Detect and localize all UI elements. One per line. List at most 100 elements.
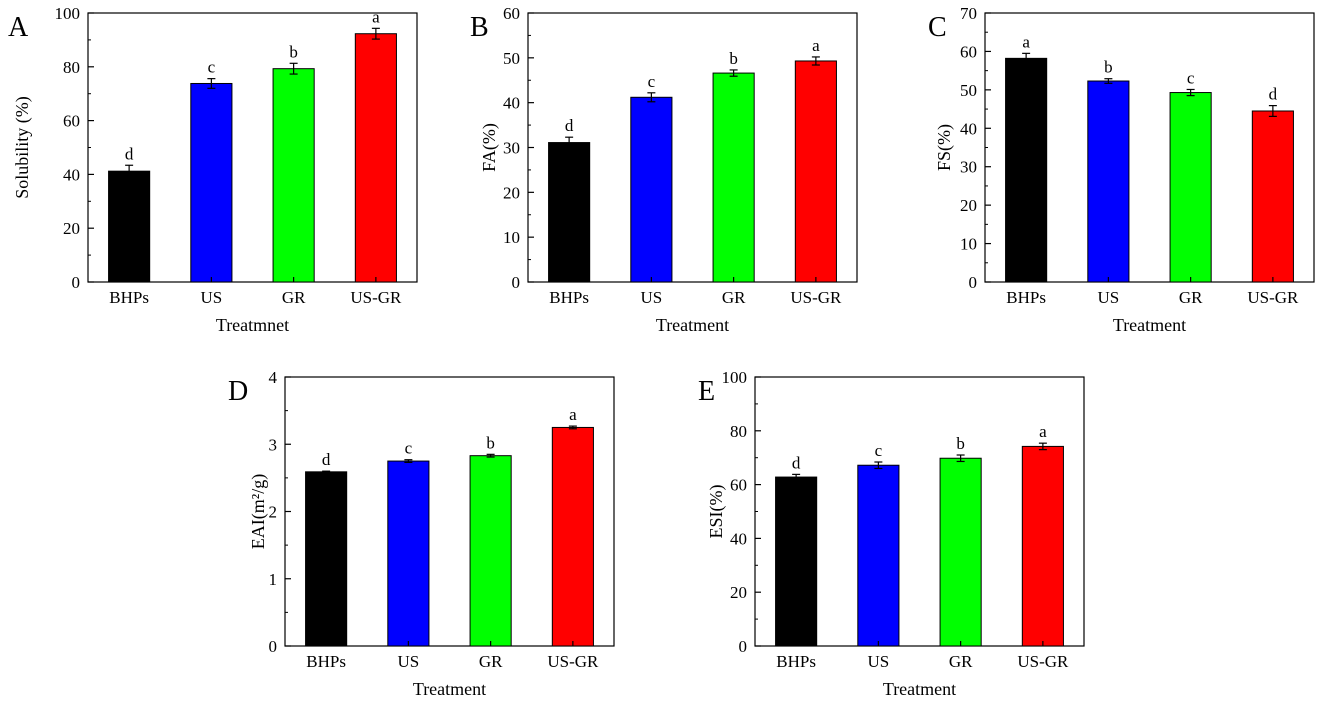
- x-tick-label: BHPs: [1006, 288, 1046, 307]
- bar-gr: [939, 457, 982, 647]
- bar-bhps: [775, 476, 818, 647]
- significance-letter: b: [289, 42, 298, 61]
- y-tick-label: 20: [730, 583, 747, 602]
- panel-letter: C: [928, 12, 947, 43]
- x-tick-label: BHPs: [776, 652, 816, 671]
- y-tick-label: 40: [960, 119, 977, 138]
- significance-letter: d: [792, 453, 801, 472]
- bar-bhps: [305, 471, 348, 647]
- bar-us: [190, 82, 233, 283]
- y-tick-label: 20: [960, 196, 977, 215]
- bar-us-gr: [1021, 445, 1064, 647]
- x-tick-label: US-GR: [1247, 288, 1299, 307]
- x-axis-label: Treatment: [656, 315, 729, 335]
- x-tick-label: BHPs: [549, 288, 589, 307]
- x-tick-label: US: [398, 652, 420, 671]
- y-tick-label: 60: [63, 112, 80, 131]
- bar-gr: [469, 455, 512, 647]
- bar-us-gr: [354, 33, 397, 283]
- y-tick-label: 50: [503, 49, 520, 68]
- y-tick-label: 30: [503, 139, 520, 158]
- bar-bhps: [548, 142, 591, 283]
- panel-letter: B: [470, 12, 489, 43]
- y-tick-label: 100: [55, 4, 81, 23]
- x-tick-label: US-GR: [547, 652, 599, 671]
- y-tick-label: 50: [960, 81, 977, 100]
- y-axis-label: FA(%): [479, 123, 500, 172]
- significance-letter: c: [405, 439, 413, 458]
- y-tick-label: 20: [63, 219, 80, 238]
- bar-us-gr: [1251, 110, 1294, 283]
- y-tick-label: 0: [512, 273, 521, 292]
- y-tick-label: 40: [63, 165, 80, 184]
- x-tick-label: US-GR: [350, 288, 402, 307]
- significance-letter: d: [125, 144, 134, 163]
- y-tick-label: 60: [503, 4, 520, 23]
- panel-d: D 0 1 2 3 4 EAI(m²/g) d BHPs c US b GR a US-GR Treatmen…: [228, 368, 615, 699]
- x-tick-label: GR: [479, 652, 503, 671]
- bar-us: [857, 464, 900, 647]
- y-tick-label: 4: [269, 368, 278, 387]
- bar-gr: [1169, 92, 1212, 283]
- y-tick-label: 100: [722, 368, 748, 387]
- x-tick-label: GR: [949, 652, 973, 671]
- y-tick-label: 80: [730, 422, 747, 441]
- y-tick-label: 10: [503, 228, 520, 247]
- y-tick-label: 1: [269, 570, 278, 589]
- panel-b: B 0 10 20 30 40 50 60 FA(%) d BHPs c US b GR a US-GR Trea…: [470, 4, 858, 335]
- y-tick-label: 30: [960, 158, 977, 177]
- significance-letter: b: [486, 433, 495, 452]
- x-tick-label: GR: [722, 288, 746, 307]
- significance-letter: a: [372, 7, 380, 26]
- significance-letter: b: [956, 434, 965, 453]
- significance-letter: c: [648, 72, 656, 91]
- y-axis-label: FS(%): [934, 124, 955, 171]
- significance-letter: c: [1187, 68, 1195, 87]
- y-axis-label: EAI(m²/g): [248, 474, 269, 549]
- y-tick-label: 0: [739, 637, 748, 656]
- y-tick-label: 20: [503, 183, 520, 202]
- bar-gr: [272, 68, 315, 283]
- bar-bhps: [108, 170, 151, 283]
- y-tick-label: 40: [730, 529, 747, 548]
- x-tick-label: BHPs: [306, 652, 346, 671]
- panel-e: E 0 20 40 60 80 100 ESI(%) d BHPs c US b GR a US-GR Trea…: [698, 368, 1085, 699]
- y-tick-label: 60: [730, 476, 747, 495]
- y-tick-label: 60: [960, 42, 977, 61]
- panel-a: A 0 20 40 60 80 100 Solubility (%) d BHPs c US b GR a U…: [8, 4, 418, 335]
- x-tick-label: US-GR: [1017, 652, 1069, 671]
- bar-us: [1087, 80, 1130, 283]
- y-tick-label: 0: [72, 273, 81, 292]
- significance-letter: c: [875, 441, 883, 460]
- y-tick-label: 2: [269, 503, 278, 522]
- x-tick-label: US: [1098, 288, 1120, 307]
- significance-letter: c: [208, 58, 216, 77]
- bar-gr: [712, 72, 755, 283]
- x-tick-label: GR: [282, 288, 306, 307]
- x-axis-label: Treatment: [1113, 315, 1186, 335]
- bar-bhps: [1005, 57, 1048, 283]
- y-tick-label: 70: [960, 4, 977, 23]
- bar-us-gr: [551, 426, 594, 647]
- panel-letter: D: [228, 376, 248, 407]
- panel-c: C 0 10 20 30 40 50 60 70 FS(%) a BHPs b US c GR d US-GR Tr…: [928, 4, 1315, 335]
- significance-letter: d: [1269, 85, 1278, 104]
- y-axis-label: ESI(%): [706, 485, 727, 539]
- panel-letter: E: [698, 376, 715, 407]
- y-tick-label: 0: [969, 273, 978, 292]
- significance-letter: d: [322, 450, 331, 469]
- x-axis-label: Treatment: [413, 679, 486, 699]
- y-axis-label: Solubility (%): [12, 96, 33, 199]
- x-tick-label: GR: [1179, 288, 1203, 307]
- significance-letter: a: [1022, 32, 1030, 51]
- y-tick-label: 0: [269, 637, 278, 656]
- x-tick-label: US: [641, 288, 663, 307]
- y-tick-label: 3: [269, 435, 278, 454]
- y-tick-label: 10: [960, 235, 977, 254]
- panel-letter: A: [8, 12, 29, 43]
- x-axis-label: Treatmnet: [216, 315, 289, 335]
- x-tick-label: US: [201, 288, 223, 307]
- significance-letter: d: [565, 116, 574, 135]
- significance-letter: a: [569, 405, 577, 424]
